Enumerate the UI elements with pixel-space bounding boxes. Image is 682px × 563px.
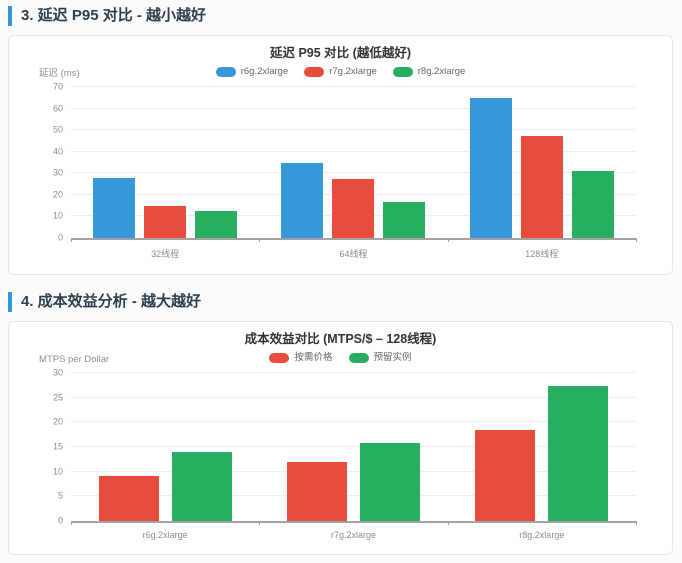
- legend-label: 预留实例: [373, 352, 412, 363]
- cost-plot-wrap: 0 5 10 15 20 25 30: [53, 368, 637, 525]
- gridline: [71, 372, 636, 373]
- y-tick-label: 30: [52, 167, 63, 178]
- y-tick-label: 20: [52, 416, 63, 427]
- bar-预留实例-r7g.2xlarge: [359, 443, 420, 521]
- legend-item-按需价格[interactable]: 按需价格: [269, 352, 333, 363]
- x-axis-label: r6g.2xlarge: [142, 530, 188, 540]
- y-tick-label: 15: [52, 441, 63, 452]
- legend-item-r6g.2xlarge[interactable]: r6g.2xlarge: [215, 66, 289, 77]
- y-tick-label: 5: [57, 490, 63, 501]
- section-heading-latency-text: 3. 延迟 P95 对比 - 越小越好: [21, 7, 207, 24]
- legend-item-预留实例[interactable]: 预留实例: [348, 352, 412, 363]
- section-heading-cost-text: 4. 成本效益分析 - 越大越好: [21, 293, 202, 310]
- legend-swatch-icon: [304, 67, 325, 77]
- cost-plot-area: 0 5 10 15 20 25 30: [53, 368, 637, 525]
- bar-r8g.2xlarge-128线程: [571, 171, 614, 238]
- legend-label: 按需价格: [294, 352, 333, 363]
- bar-groups: [71, 87, 636, 238]
- bar-group-64线程: [259, 87, 447, 238]
- latency-plot-wrap: 0 10 20 30 40 50 60 70: [53, 82, 637, 242]
- x-axis-label: r8g.2xlarge: [519, 530, 565, 540]
- bar-预留实例-r8g.2xlarge: [548, 386, 609, 521]
- y-tick-label: 25: [52, 392, 63, 403]
- gridline: [71, 421, 636, 423]
- axis-tick-mark: [447, 238, 449, 242]
- bar-按需价格-r7g.2xlarge: [286, 461, 347, 521]
- legend-item-r7g.2xlarge[interactable]: r7g.2xlarge: [304, 67, 377, 77]
- gridline: [71, 470, 636, 472]
- legend-swatch-icon: [269, 353, 290, 363]
- cost-chart-title: 成本效益对比 (MTPS/$ – 128线程): [244, 332, 437, 346]
- bar-r7g.2xlarge-64线程: [332, 178, 375, 238]
- x-axis-label: r7g.2xlarge: [330, 530, 376, 540]
- gridline: [71, 107, 636, 109]
- bar-group-r8g.2xlarge: [448, 373, 636, 521]
- legend-swatch-icon: [348, 353, 369, 363]
- x-axis-label: 64线程: [339, 249, 368, 259]
- cost-chart-legend: 按需价格 预留实例: [23, 352, 658, 364]
- cost-chart-header: 成本效益对比 (MTPS/$ – 128线程) 按需价格 预留实例 MTPS pe…: [23, 331, 658, 365]
- legend-label: r7g.2xlarge: [329, 66, 377, 77]
- latency-chart-legend: r6g.2xlarge r7g.2xlarge r8g.2xlarge: [23, 66, 658, 78]
- bar-group-128线程: [448, 87, 636, 238]
- latency-chart-card: 延迟 P95 对比 (越低越好) r6g.2xlarge r7g.2xlarge r…: [8, 35, 673, 275]
- cost-y-axis-title: MTPS per Dollar: [39, 354, 110, 365]
- gridline: [71, 86, 636, 87]
- gridline: [71, 129, 636, 131]
- y-tick-label: 20: [52, 189, 63, 200]
- bar-r6g.2xlarge-128线程: [469, 97, 512, 238]
- latency-y-axis-title: 延迟 (ms): [39, 68, 80, 79]
- cost-x-axis-labels: r6g.2xlarge r7g.2xlarge r8g.2xlarge: [71, 530, 636, 540]
- bar-r8g.2xlarge-32线程: [195, 211, 238, 238]
- axis-tick-mark: [71, 238, 72, 242]
- bar-r7g.2xlarge-32线程: [144, 205, 187, 238]
- legend-label: r8g.2xlarge: [417, 66, 466, 77]
- axis-tick-mark: [259, 521, 261, 525]
- y-tick-label: 10: [52, 466, 63, 477]
- bar-预留实例-r6g.2xlarge: [171, 451, 232, 521]
- axis-tick-mark: [71, 521, 72, 525]
- axis-tick-mark: [259, 238, 261, 242]
- legend-swatch-icon: [215, 67, 236, 77]
- cost-chart-card: 成本效益对比 (MTPS/$ – 128线程) 按需价格 预留实例 MTPS pe…: [8, 321, 673, 555]
- bar-按需价格-r8g.2xlarge: [475, 429, 536, 521]
- y-tick-label: 40: [52, 146, 63, 157]
- bar-r7g.2xlarge-128线程: [520, 135, 563, 238]
- gridline: [71, 150, 636, 152]
- y-tick-label: 60: [52, 103, 63, 114]
- bar-r6g.2xlarge-32线程: [93, 177, 136, 238]
- bar-按需价格-r6g.2xlarge: [98, 475, 159, 521]
- bar-group-32线程: [71, 87, 259, 238]
- bar-group-r6g.2xlarge: [71, 373, 259, 521]
- latency-plot-area: 0 10 20 30 40 50 60 70: [53, 82, 637, 242]
- bar-r8g.2xlarge-64线程: [383, 202, 426, 238]
- x-axis-label: 128线程: [525, 249, 559, 259]
- y-tick-label: 70: [52, 81, 63, 92]
- legend-label: r6g.2xlarge: [240, 66, 289, 77]
- bar-group-r7g.2xlarge: [259, 373, 447, 521]
- y-tick-label: 50: [52, 124, 63, 135]
- y-tick-label: 30: [52, 367, 63, 378]
- gridline: [71, 396, 636, 398]
- x-axis-label: 32线程: [151, 249, 180, 259]
- latency-x-axis-labels: 32线程 64线程 128线程: [71, 247, 636, 260]
- section-heading-cost: 4. 成本效益分析 - 越大越好: [8, 292, 672, 312]
- gridline: [71, 446, 636, 447]
- axis-tick-mark: [636, 238, 637, 242]
- bar-groups: [71, 373, 636, 521]
- latency-chart-header: 延迟 P95 对比 (越低越好) r6g.2xlarge r7g.2xlarge r…: [23, 45, 658, 79]
- legend-swatch-icon: [392, 67, 413, 77]
- legend-item-r8g.2xlarge[interactable]: r8g.2xlarge: [392, 66, 466, 77]
- axis-tick-mark: [447, 521, 449, 525]
- section-heading-latency: 3. 延迟 P95 对比 - 越小越好: [8, 6, 672, 26]
- axis-tick-mark: [636, 521, 637, 525]
- latency-chart-title: 延迟 P95 对比 (越低越好): [270, 46, 411, 60]
- y-tick-label: 0: [57, 515, 63, 526]
- bar-r6g.2xlarge-64线程: [281, 162, 324, 238]
- y-tick-label: 10: [52, 210, 63, 221]
- y-tick-label: 0: [57, 232, 63, 243]
- gridline: [71, 172, 636, 174]
- gridline: [71, 495, 636, 497]
